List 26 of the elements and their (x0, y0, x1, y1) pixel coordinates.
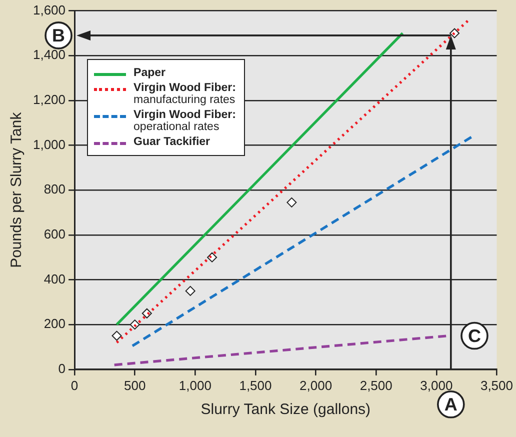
legend-label: Virgin Wood Fiber: manufacturing rates (134, 82, 236, 106)
y-tick-label: 600 (44, 226, 66, 242)
y-tick-label: 200 (44, 316, 66, 332)
x-tick-label: 2,000 (300, 378, 332, 393)
y-tick-label: 1,000 (32, 136, 66, 152)
y-tick-label: 0 (58, 360, 66, 376)
y-tick-label: 800 (44, 182, 66, 197)
x-tick-label: 500 (124, 378, 146, 393)
legend-label: Paper (134, 66, 166, 79)
x-tick-label: 1,000 (178, 378, 212, 393)
x-tick-label: 3,500 (480, 378, 514, 393)
annotation: C (468, 326, 481, 346)
y-tick-label: 1,200 (32, 92, 66, 108)
x-tick-label: 1,500 (239, 378, 272, 393)
x-tick-label: 0 (70, 378, 78, 393)
legend-label: Guar Tackifier (134, 136, 210, 148)
ref-line-label: B (52, 25, 66, 46)
y-tick-label: 1,600 (32, 2, 66, 18)
y-tick-label: 400 (44, 271, 66, 286)
y-tick-label: 1,400 (32, 47, 66, 62)
x-axis-title: Slurry Tank Size (gallons) (200, 401, 371, 418)
x-tick-label: 3,000 (420, 378, 453, 393)
x-tick-label: 2,500 (360, 378, 392, 393)
ref-line-label: A (444, 394, 458, 414)
legend-label: Virgin Wood Fiber: operational rates (134, 108, 236, 133)
y-axis-title: Pounds per Slurry Tank (8, 112, 26, 268)
